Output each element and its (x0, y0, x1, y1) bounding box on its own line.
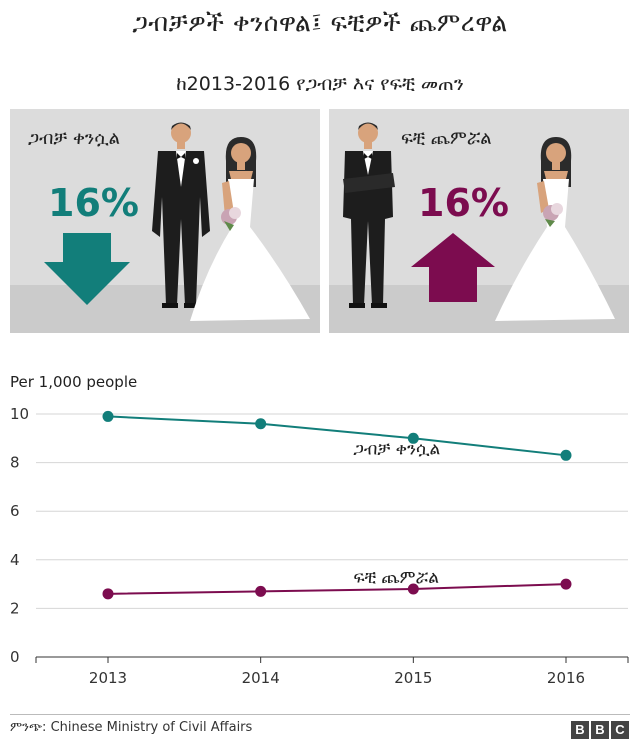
data-point (255, 418, 267, 430)
page-title: ጋብቻዎች ቀንሰዋል፤ ፍቺዎች ጨምረዋል (132, 8, 508, 37)
data-point (560, 578, 572, 590)
bbc-logo-letter: B (571, 721, 589, 739)
line-chart-svg: Per 1,000 people 0 2 4 6 8 10 2013 2014 2015 2016 ጋ… (10, 373, 629, 687)
groom-figure (343, 122, 395, 308)
divorce-panel: ፍቺ ጨምሯል 16% (329, 109, 629, 333)
bbc-logo: B B C (571, 721, 629, 739)
page-subtitle: ከ2013-2016 የጋብቻ እና የፍቺ መጠን (176, 73, 464, 95)
x-tick-label: 2014 (242, 669, 280, 687)
divorce-percent: 16% (418, 181, 509, 225)
bride-figure (190, 137, 310, 321)
source-note: ምንጭ: Chinese Ministry of Civil Affairs (10, 720, 253, 735)
bride-figure (495, 137, 615, 321)
footer-divider (10, 714, 630, 715)
y-axis-label: Per 1,000 people (10, 373, 137, 391)
data-point (407, 583, 419, 595)
groom-figure (152, 122, 210, 308)
data-point (560, 449, 572, 461)
bbc-logo-letter: B (591, 721, 609, 739)
data-point (102, 410, 114, 422)
y-tick-label: 2 (10, 599, 20, 617)
x-tick-label: 2016 (547, 669, 585, 687)
data-point (407, 432, 419, 444)
y-tick-label: 0 (10, 648, 20, 666)
y-tick-label: 10 (10, 405, 29, 423)
divorce-label: ፍቺ ጨምሯል (401, 128, 492, 149)
x-tick-label: 2015 (394, 669, 432, 687)
arrow-down-icon (44, 233, 130, 305)
series-line (107, 583, 567, 595)
separated-couple-illustration (343, 122, 615, 321)
marriage-percent: 16% (48, 181, 139, 225)
y-tick-label: 8 (10, 454, 20, 472)
marriage-panel: ጋብቻ ቀንሷል 16% (10, 109, 320, 333)
series-label: ፍቺ ጨምሯል (353, 568, 439, 588)
series-label: ጋብቻ ቀንሷል (353, 439, 440, 459)
bbc-logo-letter: C (611, 721, 629, 739)
data-point (102, 588, 114, 600)
y-tick-label: 6 (10, 502, 20, 520)
marriage-label: ጋብቻ ቀንሷል (28, 128, 121, 149)
series-line (107, 415, 567, 457)
groom-bride-illustration (152, 122, 310, 321)
x-tick-label: 2013 (89, 669, 127, 687)
line-chart: Per 1,000 people 0 2 4 6 8 10 2013 2014 2015 2016 ጋ… (0, 366, 640, 696)
arrow-up-icon (411, 233, 495, 302)
y-tick-label: 4 (10, 551, 20, 569)
data-point (255, 585, 267, 597)
